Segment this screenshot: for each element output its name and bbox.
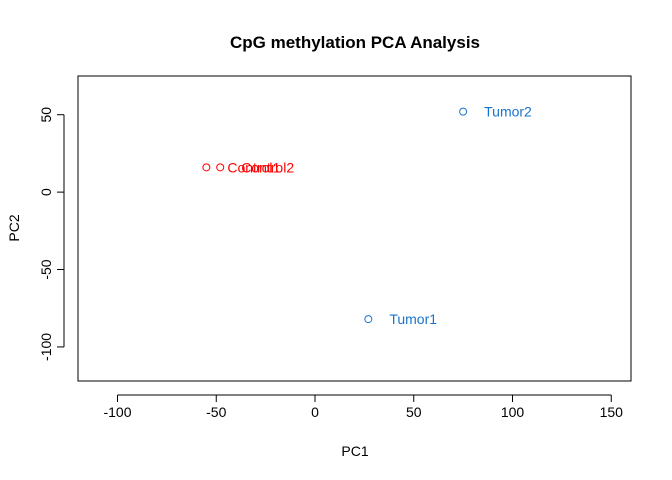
y-tick-label: 50	[38, 107, 54, 123]
x-axis: -100 -50 0 50 100 150	[103, 394, 624, 420]
x-axis-label: PC1	[341, 443, 368, 459]
data-point-tumor2	[459, 107, 468, 116]
point-label-control2: Control2	[241, 159, 294, 175]
data-point-tumor1	[364, 315, 373, 324]
y-tick-label: 0	[38, 188, 54, 196]
y-axis-label: PC2	[6, 214, 22, 241]
plot-frame	[77, 75, 632, 382]
data-point-control1	[202, 163, 211, 172]
x-tick-label: 100	[501, 404, 525, 420]
x-tick-label: 150	[600, 404, 624, 420]
point-label-control1: Control1	[227, 159, 280, 175]
chart-title: CpG methylation PCA Analysis	[230, 33, 480, 52]
x-tick-label: 0	[311, 404, 319, 420]
y-axis: -100 -50 0 50	[38, 107, 65, 361]
point-label-tumor1: Tumor1	[389, 311, 437, 327]
y-tick-label: -100	[38, 333, 54, 361]
point-label-tumor2: Tumor2	[484, 104, 532, 120]
x-tick-label: -100	[103, 404, 131, 420]
x-tick-label: -50	[206, 404, 226, 420]
y-tick-label: -50	[38, 259, 54, 279]
x-tick-label: 50	[406, 404, 422, 420]
data-point-control2	[216, 163, 225, 172]
